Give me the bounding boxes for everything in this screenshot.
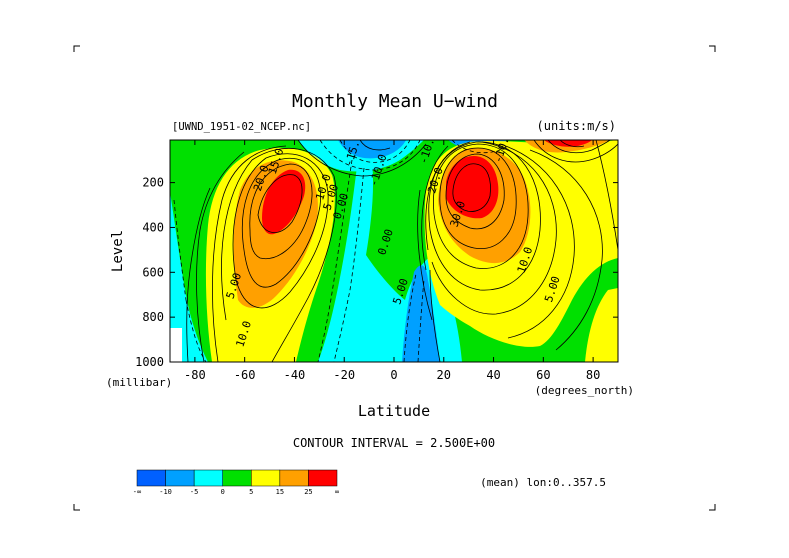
x-tick-label: -20 xyxy=(333,368,355,382)
colorbar-swatch xyxy=(193,469,223,487)
x-tick-label: -80 xyxy=(184,368,206,382)
x-axis-title: Latitude xyxy=(358,402,430,420)
nh-yellow-surface xyxy=(585,288,618,362)
x-tick-label: -60 xyxy=(234,368,256,382)
colorbar-swatch xyxy=(251,469,281,487)
y-tick-label: 1000 xyxy=(135,355,164,369)
colorbar-label: 25 xyxy=(304,488,312,496)
colorbar-label: 15 xyxy=(276,488,284,496)
x-tick-label: -40 xyxy=(284,368,306,382)
contour-lines xyxy=(186,140,618,362)
x-tick-label: 60 xyxy=(536,368,550,382)
x-axis: -80 -60 -40 -20 0 20 40 60 80 xyxy=(184,140,600,382)
colorbar-swatch xyxy=(136,469,166,487)
colorbar-label: ∞ xyxy=(335,488,339,496)
negative-core-surface xyxy=(402,265,440,362)
y-tick-label: 800 xyxy=(142,310,164,324)
colorbar-swatch xyxy=(279,469,309,487)
plot-area: 15.020.0 10.05.000.000.00 5.0010.00.005.00… xyxy=(170,140,618,362)
y-tick-label: 600 xyxy=(142,265,164,279)
colorbar-label: 5 xyxy=(249,488,253,496)
colorbar-swatch xyxy=(165,469,195,487)
x-tick-label: 0 xyxy=(390,368,397,382)
x-tick-label: 80 xyxy=(586,368,600,382)
surface-white-notch xyxy=(170,328,182,362)
y-tick-label: 400 xyxy=(142,220,164,234)
colorbar-label: -10 xyxy=(159,488,172,496)
crop-marks xyxy=(73,45,716,511)
chart-title: Monthly Mean U−wind xyxy=(292,91,498,112)
units-label: (units:m/s) xyxy=(537,119,616,133)
colorbar-label: 0 xyxy=(221,488,225,496)
x-tick-label: 40 xyxy=(486,368,500,382)
source-file-label: [UWND_1951-02_NCEP.nc] xyxy=(172,121,311,133)
colorbar-swatch xyxy=(308,469,338,487)
negative-region-southwest xyxy=(170,192,208,362)
mean-longitude-note: (mean) lon:0..357.5 xyxy=(480,476,606,489)
x-axis-unit: (degrees_north) xyxy=(535,384,634,397)
y-tick-label: 200 xyxy=(142,176,164,190)
y-axis-unit: (millibar) xyxy=(106,376,172,389)
x-tick-label: 20 xyxy=(437,368,451,382)
arctic-jet-red xyxy=(544,140,592,147)
colorbar-label: -∞ xyxy=(133,488,141,496)
contour-interval-label: CONTOUR INTERVAL = 2.500E+00 xyxy=(293,436,495,450)
sh-jet-red xyxy=(262,169,306,235)
y-axis-title: Level xyxy=(110,230,126,272)
nh-jet-red xyxy=(446,156,499,219)
negative-contour-lines xyxy=(173,140,501,362)
colorbar-swatch xyxy=(222,469,252,487)
colorbar-label: -5 xyxy=(190,488,198,496)
colorbar: -∞ -10 -5 0 5 15 25 ∞ xyxy=(133,469,339,496)
y-axis: 200 400 600 800 1000 xyxy=(135,176,618,369)
